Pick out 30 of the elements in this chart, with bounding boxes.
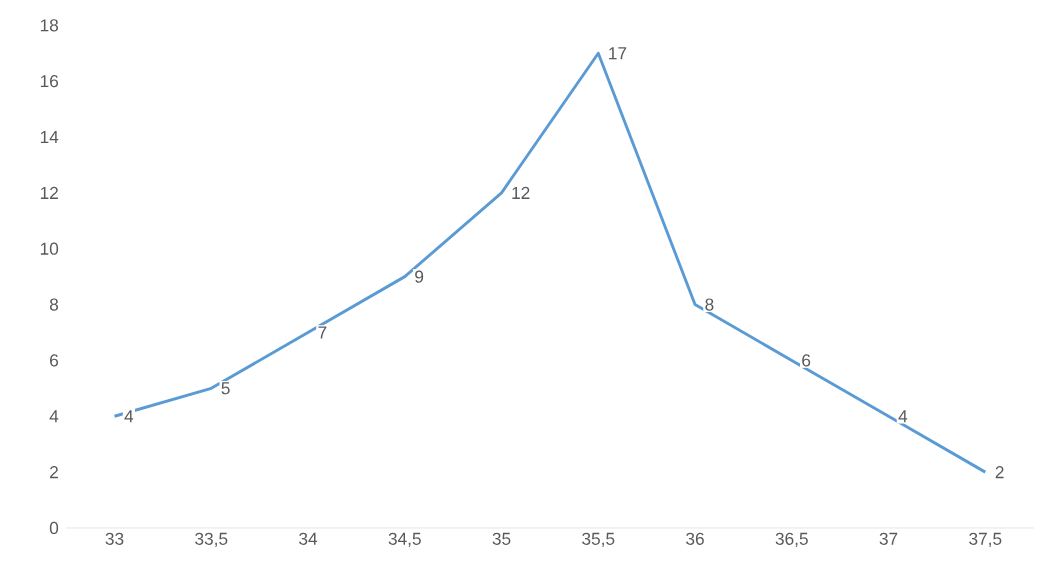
- y-tick-label: 16: [40, 75, 59, 88]
- data-label: 9: [415, 270, 424, 283]
- data-label: 17: [609, 47, 627, 60]
- x-tick-label: 35,5: [582, 532, 615, 547]
- x-tick-label: 33: [105, 532, 124, 545]
- data-label: 12: [512, 186, 530, 199]
- x-tick-label: 34,5: [388, 532, 421, 547]
- data-label: 4: [898, 410, 908, 423]
- y-tick-label: 2: [50, 466, 58, 479]
- x-tick-label: 36,5: [775, 532, 808, 547]
- y-tick-label: 4: [49, 410, 59, 423]
- x-tick-label: 37,5: [969, 532, 1002, 547]
- data-label: 2: [995, 466, 1004, 479]
- y-tick-label: 8: [49, 298, 59, 311]
- data-label: 7: [318, 326, 327, 339]
- x-tick-label: 36: [686, 532, 704, 545]
- x-tick-label: 35: [492, 532, 511, 545]
- data-label: 5: [221, 382, 230, 395]
- data-label: 6: [802, 354, 811, 367]
- y-tick-label: 10: [40, 242, 59, 255]
- y-tick-label: 14: [40, 131, 59, 144]
- x-tick-label: 37: [879, 532, 898, 545]
- y-tick-label: 18: [40, 19, 59, 32]
- y-tick-label: 12: [40, 186, 58, 199]
- y-tick-label: 0: [49, 521, 59, 535]
- data-label: 4: [124, 410, 134, 423]
- y-tick-label: 6: [50, 354, 59, 367]
- data-label: 8: [705, 298, 714, 311]
- x-tick-label: 33,5: [195, 532, 228, 547]
- x-tick-label: 34: [299, 532, 318, 545]
